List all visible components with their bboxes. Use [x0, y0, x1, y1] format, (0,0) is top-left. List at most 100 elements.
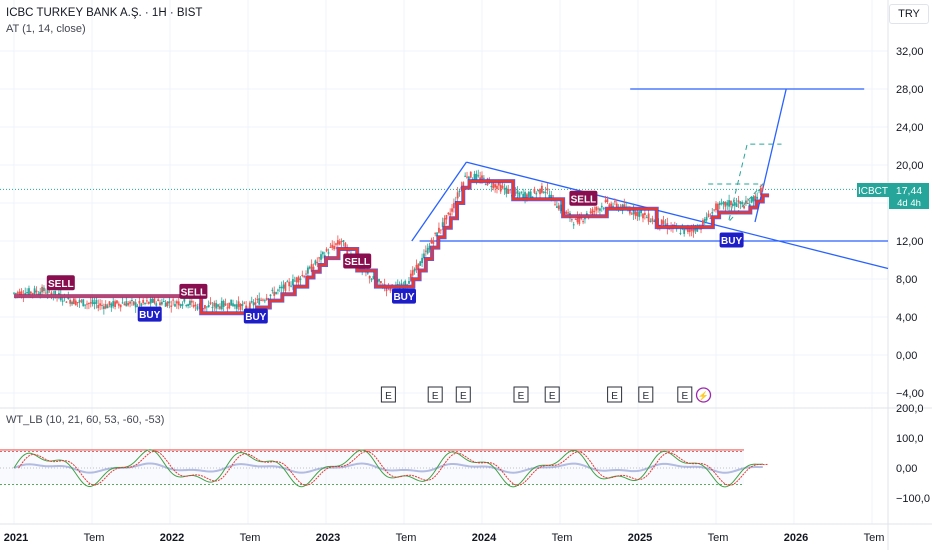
descending-trendline[interactable]: [466, 161, 889, 270]
candle-body: [582, 221, 584, 223]
candle-body: [688, 227, 691, 233]
candle-body: [123, 303, 126, 306]
sell-signal[interactable]: [46, 275, 75, 291]
symbol-title[interactable]: ICBC TURKEY BANK A.Ş. · 1H · BIST: [6, 7, 203, 19]
candle-body: [496, 185, 498, 190]
sell-signal[interactable]: [569, 190, 598, 206]
candle-body: [97, 304, 100, 309]
y-tick-label: 32,00: [896, 46, 924, 58]
candle-body: [329, 246, 332, 248]
projection-dashed[interactable]: [708, 143, 782, 223]
candle-body: [494, 184, 497, 188]
pole-line[interactable]: [411, 161, 467, 242]
candle-body: [653, 220, 656, 222]
candle-body: [368, 275, 371, 279]
buy-signal[interactable]: [243, 308, 268, 324]
candle-body: [366, 272, 369, 274]
candle-body: [76, 302, 79, 304]
candle-body: [245, 305, 248, 309]
candle-body: [456, 192, 459, 199]
candle-body: [642, 213, 644, 219]
candle-body: [104, 304, 107, 309]
candle-body: [233, 304, 236, 307]
candle-body: [417, 263, 420, 271]
currency-button[interactable]: TRY: [889, 4, 929, 24]
candle-body: [441, 222, 444, 227]
earnings-marker-label: E: [642, 391, 649, 402]
earnings-marker[interactable]: [607, 386, 623, 403]
candle-body: [338, 241, 341, 245]
x-tick-label: Tem: [552, 532, 573, 544]
candle-body: [213, 302, 216, 307]
candle-body: [164, 302, 167, 307]
candle-body: [20, 291, 23, 296]
candle-body: [308, 266, 311, 269]
earnings-marker[interactable]: [544, 386, 560, 403]
candle-body: [271, 289, 274, 291]
candle-body: [634, 211, 637, 216]
candle-body: [453, 202, 455, 209]
indicator-legend[interactable]: AT (1, 14, close): [6, 23, 86, 35]
candle-body: [396, 284, 399, 286]
candle-body: [589, 211, 592, 213]
candle-body: [342, 240, 345, 242]
earnings-marker[interactable]: [427, 386, 443, 403]
candle-body: [89, 302, 92, 304]
candle-body: [597, 208, 599, 210]
dividend-lightning-icon[interactable]: [695, 387, 712, 403]
candle-body: [542, 191, 545, 193]
candle-body: [116, 300, 118, 304]
candle-body: [275, 292, 277, 295]
candle-body: [614, 201, 616, 203]
candle-body: [132, 301, 135, 305]
candle-body: [409, 273, 412, 281]
candle-body: [78, 300, 81, 303]
candle-body: [258, 298, 261, 305]
candle-body: [722, 201, 725, 205]
price-badge[interactable]: [889, 183, 929, 209]
buy-signal[interactable]: [392, 288, 416, 304]
symbol-badge[interactable]: [857, 183, 889, 197]
candle-body: [705, 216, 708, 221]
buy-signal-label: BUY: [139, 310, 160, 321]
candle-body: [254, 302, 257, 305]
candle-body: [215, 303, 218, 309]
osc-wt2-line: [18, 450, 768, 486]
x-tick-label: 2025: [628, 532, 652, 544]
candle-body: [299, 278, 302, 281]
earnings-marker[interactable]: [380, 386, 396, 403]
earnings-marker[interactable]: [638, 386, 654, 403]
candle-body: [320, 254, 322, 260]
x-tick-label: 2024: [472, 532, 497, 544]
candle-body: [144, 302, 146, 304]
x-tick-label: Tem: [84, 532, 105, 544]
oscillator-legend[interactable]: WT_LB (10, 21, 60, 53, -60, -53): [6, 414, 165, 426]
candle-body: [84, 304, 87, 306]
sell-signal[interactable]: [343, 253, 372, 269]
sell-signal-label: SELL: [571, 194, 597, 205]
candle-body: [93, 302, 96, 305]
candle-body: [522, 193, 525, 199]
earnings-marker[interactable]: [513, 386, 529, 403]
sell-signal[interactable]: [179, 283, 208, 299]
candle-body: [451, 208, 453, 212]
candle-body: [554, 204, 556, 206]
earnings-marker[interactable]: [677, 386, 693, 403]
buy-signal[interactable]: [137, 306, 162, 322]
candle-body: [370, 279, 373, 281]
x-tick-label: 2023: [316, 532, 340, 544]
candle-body: [516, 190, 519, 194]
earnings-marker[interactable]: [455, 386, 471, 403]
buy-signal[interactable]: [719, 232, 744, 248]
candle-body: [138, 300, 141, 304]
candle-body: [735, 203, 738, 207]
candle-body: [189, 300, 191, 306]
candle-body: [434, 232, 437, 234]
candle-body: [325, 248, 328, 252]
candle-body: [492, 182, 495, 189]
candle-body: [647, 213, 650, 222]
candle-body: [31, 293, 34, 295]
candle-body: [615, 203, 618, 208]
